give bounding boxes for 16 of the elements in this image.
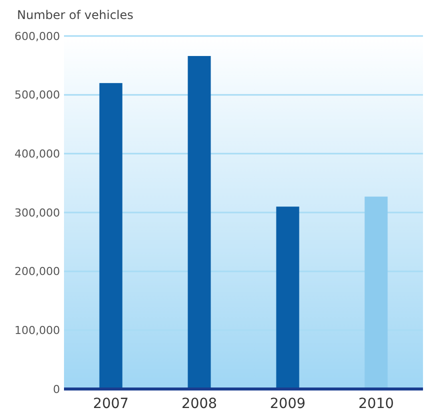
y-tick-label: 600,000 — [14, 30, 60, 43]
y-tick-label: 300,000 — [14, 206, 60, 220]
x-tick-label: 2009 — [270, 396, 306, 412]
y-tick-label: 100,000 — [14, 324, 60, 338]
bar — [188, 56, 211, 389]
x-tick-label: 2007 — [93, 396, 129, 412]
y-tick-label: 0 — [53, 382, 60, 396]
y-axis-title: Number of vehicles — [17, 8, 134, 22]
bar — [364, 196, 388, 389]
x-tick-label: 2010 — [358, 396, 394, 412]
bar — [99, 83, 122, 389]
x-tick-label: 2008 — [181, 396, 218, 412]
y-tick-label: 400,000 — [14, 148, 60, 161]
y-tick-label: 200,000 — [14, 265, 60, 278]
bar — [276, 206, 300, 389]
y-tick-label: 500,000 — [14, 88, 60, 102]
